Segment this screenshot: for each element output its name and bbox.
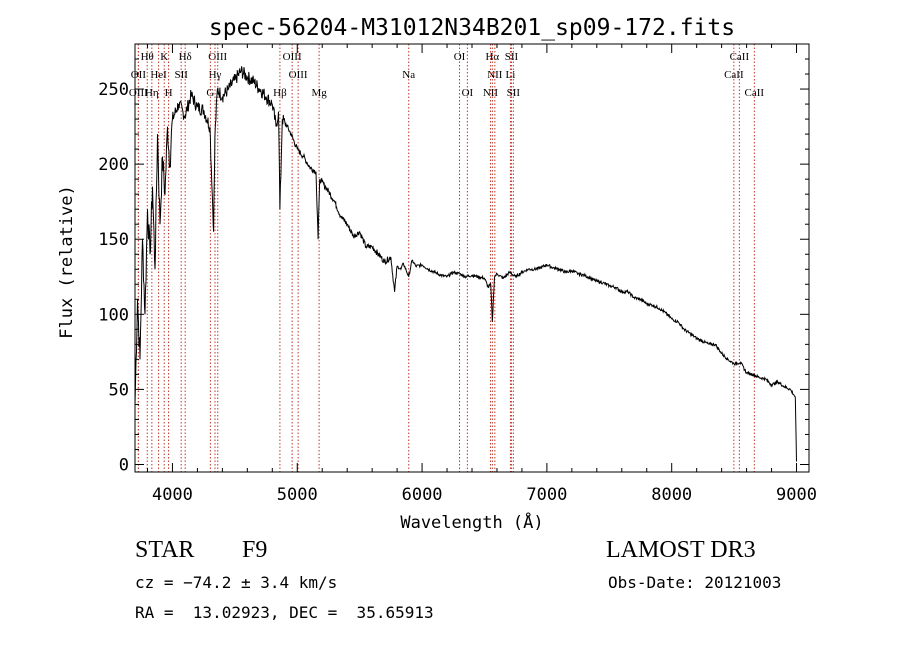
- object-subclass: F9: [242, 537, 268, 563]
- marker-label: Hη: [145, 87, 159, 99]
- marker-label: Li: [506, 69, 516, 81]
- marker-label: Hβ: [273, 87, 287, 99]
- marker-label: NII: [483, 87, 499, 99]
- marker-label: Hθ: [141, 51, 154, 63]
- marker-label: SII: [507, 87, 521, 99]
- y-tick-label: 150: [98, 230, 129, 250]
- x-tick-label: 8000: [651, 485, 692, 505]
- marker-label: OIII: [289, 69, 308, 81]
- marker-label: K: [160, 51, 168, 63]
- x-axis-label: Wavelength (Å): [400, 511, 543, 533]
- marker-label: Mg: [311, 87, 327, 99]
- y-tick-label: 50: [109, 380, 129, 400]
- marker-label: OI: [462, 87, 474, 99]
- x-tick-label: 6000: [402, 485, 443, 505]
- y-tick-label: 200: [98, 155, 129, 175]
- y-axis-label: Flux (relative): [57, 185, 77, 339]
- x-tick-label: 7000: [526, 485, 567, 505]
- marker-label: NII: [487, 69, 503, 81]
- marker-label: SII: [505, 51, 519, 63]
- y-tick-label: 100: [98, 305, 129, 325]
- marker-label: Na: [402, 69, 415, 81]
- marker-label: Hα: [485, 51, 499, 63]
- spectrum-flux-line: [134, 66, 797, 462]
- spectrum-chart: spec-56204-M31012N34B201_sp09-172.fits H…: [57, 15, 817, 533]
- x-tick-label: 9000: [776, 485, 817, 505]
- marker-label: Hγ: [209, 69, 222, 81]
- y-tick-label: 0: [119, 455, 129, 475]
- marker-label: CaII: [730, 51, 750, 63]
- chart-title: spec-56204-M31012N34B201_sp09-172.fits: [209, 15, 735, 41]
- redshift-velocity: cz = −74.2 ± 3.4 km/s: [135, 573, 338, 592]
- marker-label: HeI: [150, 69, 167, 81]
- marker-label: H: [165, 87, 173, 99]
- marker-label: OIII: [283, 51, 302, 63]
- observation-date: Obs-Date: 20121003: [608, 573, 782, 592]
- plot-frame: [134, 43, 810, 473]
- y-axis-ticks: 0 50 100 150 200 250: [98, 58, 809, 475]
- survey-name: LAMOST DR3: [606, 537, 756, 563]
- marker-label: CaII: [724, 69, 744, 81]
- marker-label: G: [206, 87, 214, 99]
- y-tick-label: 250: [98, 80, 129, 100]
- marker-label: OI: [454, 51, 466, 63]
- marker-label: Hδ: [179, 51, 192, 63]
- object-class: STAR: [135, 537, 195, 563]
- marker-label: SII: [174, 69, 188, 81]
- x-tick-label: 4000: [152, 485, 193, 505]
- marker-label: CaII: [745, 87, 765, 99]
- marker-label: OIII: [129, 87, 148, 99]
- x-tick-label: 5000: [277, 485, 318, 505]
- x-axis-ticks: 4000 5000 6000 7000 8000 9000: [146, 44, 817, 505]
- marker-label: OIII: [208, 51, 227, 63]
- sky-coordinates: RA = 13.02923, DEC = 35.65913: [135, 603, 434, 622]
- plot-layer: [134, 66, 797, 462]
